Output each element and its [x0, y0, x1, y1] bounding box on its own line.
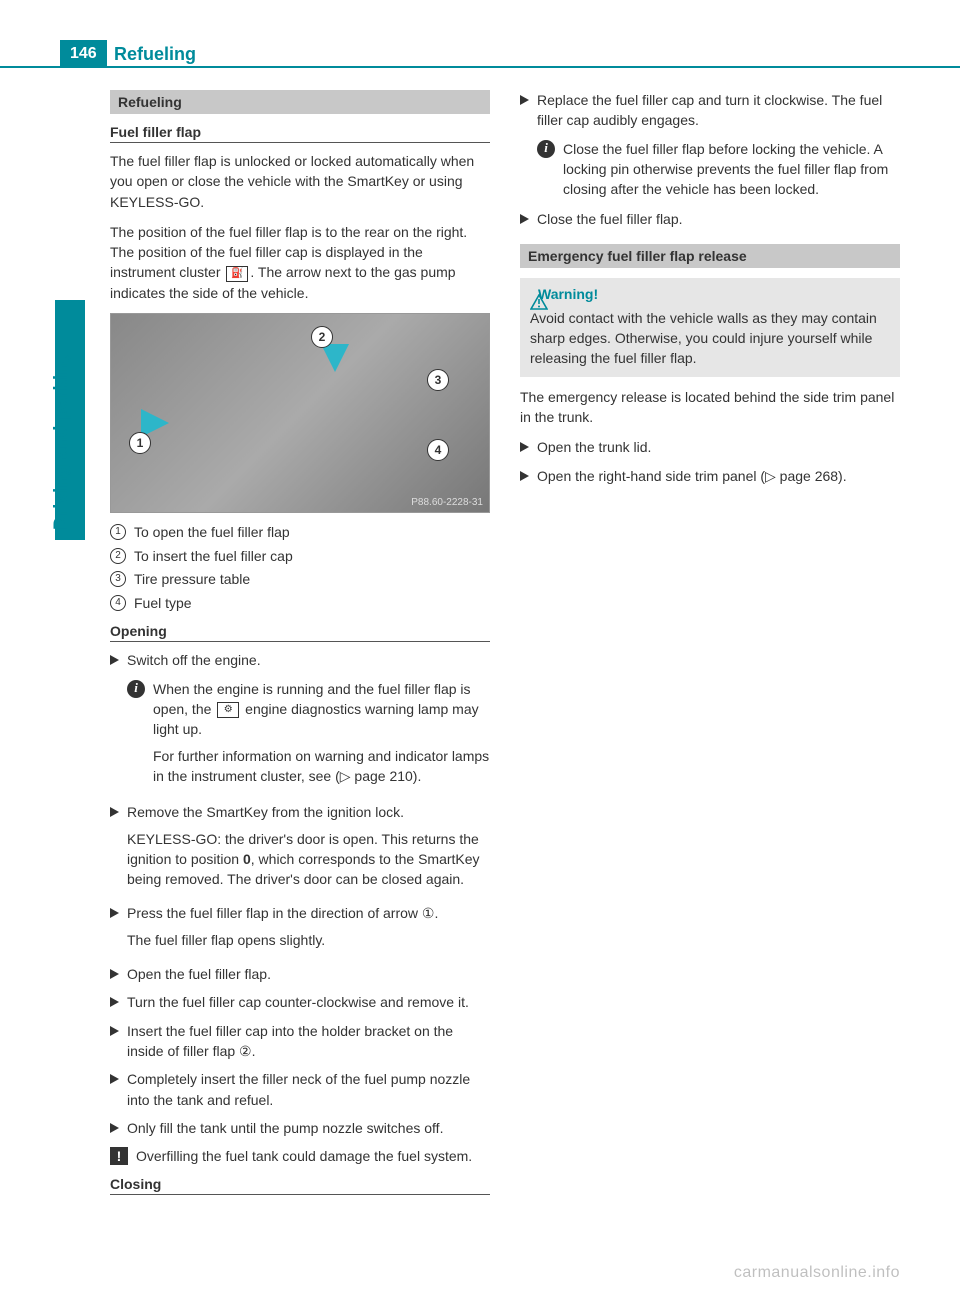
step-marker-icon	[110, 997, 119, 1007]
step-marker-icon	[520, 442, 529, 452]
step-text: Turn the fuel filler cap counter-clockwi…	[127, 992, 490, 1012]
page-title: Refueling	[110, 40, 196, 68]
step-marker-icon	[520, 471, 529, 481]
step-text: The fuel filler flap opens slightly.	[127, 930, 490, 950]
legend-row: 2 To insert the fuel filler cap	[110, 547, 490, 567]
step-marker-icon	[110, 655, 119, 665]
paragraph: The emergency release is located behind …	[520, 387, 900, 428]
step-text: Open the trunk lid.	[537, 437, 900, 457]
watermark: carmanualsonline.info	[734, 1264, 900, 1282]
caution-text: Overfilling the fuel tank could damage t…	[136, 1146, 472, 1166]
step-text: Completely insert the filler neck of the…	[127, 1069, 490, 1110]
warning-text: Avoid contact with the vehicle walls as …	[530, 308, 890, 369]
info-icon: i	[537, 140, 555, 158]
warning-heading: Warning!	[530, 286, 890, 302]
step-text: Close the fuel filler flap.	[537, 209, 900, 229]
sub-heading-opening: Opening	[110, 623, 490, 642]
step-marker-icon	[110, 1074, 119, 1084]
legend-row: 1 To open the fuel filler flap	[110, 523, 490, 543]
sub-heading-closing: Closing	[110, 1176, 490, 1195]
step-marker-icon	[520, 95, 529, 105]
step: Completely insert the filler neck of the…	[110, 1069, 490, 1110]
note-text: Close the fuel filler flap before lockin…	[563, 139, 900, 200]
content: Refueling Fuel filler flap The fuel fill…	[110, 90, 900, 1242]
step: Open the right-hand side trim panel (▷ p…	[520, 466, 900, 486]
paragraph: The position of the fuel filler flap is …	[110, 222, 490, 303]
figure-legend: 1 To open the fuel filler flap 2 To insert…	[110, 523, 490, 613]
legend-num: 1	[110, 524, 126, 540]
legend-text: Fuel type	[134, 594, 192, 614]
section-heading-refueling: Refueling	[110, 90, 490, 114]
info-icon: i	[127, 680, 145, 698]
legend-text: To insert the fuel filler cap	[134, 547, 293, 567]
figure-code: P88.60-2228-31	[411, 497, 483, 508]
step: Replace the fuel filler cap and turn it …	[520, 90, 900, 131]
info-note: i Close the fuel filler flap before lock…	[520, 139, 900, 200]
legend-text: Tire pressure table	[134, 570, 250, 590]
sub-heading-fuel-filler-flap: Fuel filler flap	[110, 124, 490, 143]
callout-2: 2	[311, 326, 333, 348]
engine-icon: ⚙	[217, 702, 239, 718]
step: Press the fuel filler flap in the direct…	[110, 903, 490, 956]
legend-num: 2	[110, 548, 126, 564]
step-text: Open the right-hand side trim panel (▷ p…	[537, 466, 900, 486]
figure-fuel-flap: 1 2 3 4 P88.60-2228-31	[110, 313, 490, 513]
step-marker-icon	[110, 1026, 119, 1036]
paragraph: The fuel filler flap is unlocked or lock…	[110, 151, 490, 212]
step: Insert the fuel filler cap into the hold…	[110, 1021, 490, 1062]
page: 146 Refueling Driving and parking Refuel…	[0, 0, 960, 1302]
step-text: Remove the SmartKey from the ignition lo…	[127, 802, 490, 822]
step-text: Insert the fuel filler cap into the hold…	[127, 1021, 490, 1062]
legend-row: 4 Fuel type	[110, 594, 490, 614]
arrow-icon	[321, 344, 349, 372]
legend-text: To open the fuel filler flap	[134, 523, 290, 543]
step-marker-icon	[110, 1123, 119, 1133]
legend-row: 3 Tire pressure table	[110, 570, 490, 590]
warning-box: Warning! Avoid contact with the vehicle …	[520, 278, 900, 377]
section-heading-emergency: Emergency fuel filler flap release	[520, 244, 900, 268]
step-text: Replace the fuel filler cap and turn it …	[537, 90, 900, 131]
callout-1: 1	[129, 432, 151, 454]
step-marker-icon	[110, 908, 119, 918]
step: Open the trunk lid.	[520, 437, 900, 457]
note-text: For further information on warning and i…	[153, 746, 490, 787]
callout-3: 3	[427, 369, 449, 391]
step-marker-icon	[110, 807, 119, 817]
step-text: KEYLESS-GO: the driver's door is open. T…	[127, 829, 490, 890]
legend-num: 4	[110, 595, 126, 611]
step: Open the fuel filler flap.	[110, 964, 490, 984]
step-text: Press the fuel filler flap in the direct…	[127, 903, 490, 923]
step: Close the fuel filler flap.	[520, 209, 900, 229]
step: Remove the SmartKey from the ignition lo…	[110, 802, 490, 895]
fuel-pump-icon: ⛽	[226, 266, 248, 282]
side-tab-label: Driving and parking	[48, 170, 76, 530]
step-marker-icon	[110, 969, 119, 979]
legend-num: 3	[110, 571, 126, 587]
note-text: When the engine is running and the fuel …	[153, 679, 490, 740]
callout-4: 4	[427, 439, 449, 461]
step-text: Only fill the tank until the pump nozzle…	[127, 1118, 490, 1138]
step: Turn the fuel filler cap counter-clockwi…	[110, 992, 490, 1012]
step-text: Switch off the engine.	[127, 650, 490, 670]
step: Only fill the tank until the pump nozzle…	[110, 1118, 490, 1138]
text-bold: 0	[243, 851, 251, 867]
info-note: i When the engine is running and the fue…	[110, 679, 490, 792]
caution-note: ! Overfilling the fuel tank could damage…	[110, 1146, 490, 1166]
exclamation-icon: !	[110, 1147, 128, 1165]
step: Switch off the engine.	[110, 650, 490, 670]
step-marker-icon	[520, 214, 529, 224]
page-number: 146	[60, 40, 107, 68]
step-text: Open the fuel filler flap.	[127, 964, 490, 984]
